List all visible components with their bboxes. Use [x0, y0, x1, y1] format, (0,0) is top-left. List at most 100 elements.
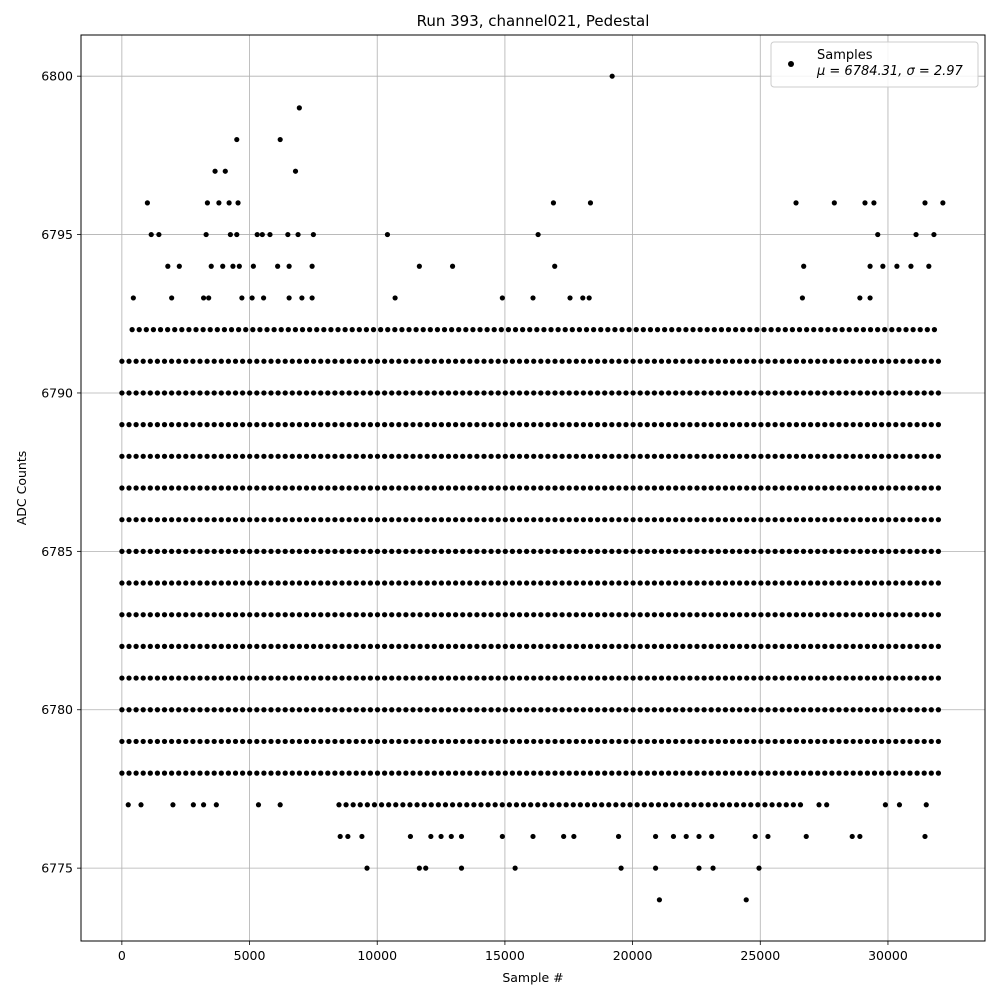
data-point [309, 295, 315, 301]
x-tick-label: 0 [118, 948, 126, 963]
data-point [743, 897, 749, 903]
data-point [652, 865, 659, 871]
data-point [277, 802, 283, 808]
scatter-points [119, 73, 947, 903]
data-point [908, 263, 914, 269]
data-point [652, 833, 659, 840]
data-point [567, 295, 573, 301]
data-point [200, 802, 207, 808]
data-point [234, 136, 240, 143]
data-point [896, 802, 903, 808]
data-point [392, 295, 398, 301]
data-point [254, 231, 260, 238]
data-point [849, 833, 855, 840]
data-point [499, 295, 505, 301]
data-point [423, 865, 429, 871]
data-point [867, 295, 873, 301]
data-point [203, 231, 209, 238]
data-point [696, 865, 702, 871]
data-point [235, 200, 241, 206]
data-point [208, 263, 214, 269]
data-point [801, 263, 807, 269]
data-point [824, 802, 830, 808]
data-point [299, 295, 305, 301]
data-point [416, 865, 422, 871]
data-point [922, 200, 928, 206]
data-point [359, 833, 365, 840]
data-point [292, 168, 299, 174]
y-tick-label: 6775 [41, 861, 73, 876]
data-point [285, 231, 291, 238]
data-point [156, 231, 162, 238]
x-tick-label: 25000 [740, 948, 780, 963]
data-point [222, 168, 228, 174]
data-point [337, 833, 343, 840]
data-point [926, 263, 932, 269]
data-point [816, 802, 822, 808]
data-point [803, 833, 809, 840]
data-point [875, 231, 881, 238]
legend-marker [788, 61, 794, 67]
data-point [220, 263, 226, 269]
data-point [552, 263, 558, 269]
data-point [345, 833, 351, 840]
data-point [286, 295, 292, 301]
data-point [799, 295, 806, 301]
data-point [913, 231, 919, 238]
data-point [310, 231, 316, 238]
data-point [170, 802, 176, 808]
data-point [530, 295, 536, 301]
data-point [295, 231, 301, 238]
data-point [882, 802, 889, 808]
data-point [296, 105, 302, 111]
data-point [226, 200, 232, 206]
data-point [309, 263, 315, 269]
data-point [609, 73, 615, 79]
data-point [230, 263, 236, 269]
legend: Samples μ = 6784.31, σ = 2.97 [770, 41, 979, 88]
x-tick-label: 30000 [868, 948, 908, 963]
data-point [458, 833, 465, 840]
data-point [438, 833, 444, 840]
data-point [239, 295, 245, 301]
plot-frame [80, 34, 986, 942]
data-point [169, 295, 175, 301]
data-point [255, 802, 262, 808]
data-point [227, 231, 233, 238]
data-point [267, 231, 273, 238]
data-point [923, 802, 929, 808]
data-point [765, 833, 771, 840]
x-tick-label: 15000 [485, 948, 525, 963]
axis-ticks: 0 5000 10000 15000 20000 25000 30000 6775 6780 67… [41, 69, 908, 963]
data-point [275, 263, 281, 269]
data-point [259, 231, 265, 238]
data-point [165, 263, 171, 269]
data-point [364, 865, 370, 871]
data-point [670, 833, 677, 840]
data-point [216, 200, 222, 206]
data-point [752, 833, 758, 840]
y-tick-label: 6785 [41, 544, 73, 559]
data-point [710, 865, 716, 871]
y-tick-label: 6790 [41, 385, 73, 400]
data-point [144, 200, 150, 206]
data-point [249, 295, 255, 301]
data-point [277, 136, 283, 143]
data-point [894, 263, 900, 269]
legend-box [770, 41, 979, 88]
data-point [250, 263, 256, 269]
data-point [286, 263, 292, 269]
data-point [190, 802, 196, 808]
data-point [236, 263, 242, 269]
data-point [580, 295, 586, 301]
data-point [260, 295, 267, 301]
data-point [449, 263, 456, 269]
data-point [428, 833, 434, 840]
data-point [867, 263, 873, 269]
data-point [571, 833, 577, 840]
data-point [618, 865, 624, 871]
data-point [831, 200, 837, 206]
data-point [586, 295, 592, 301]
